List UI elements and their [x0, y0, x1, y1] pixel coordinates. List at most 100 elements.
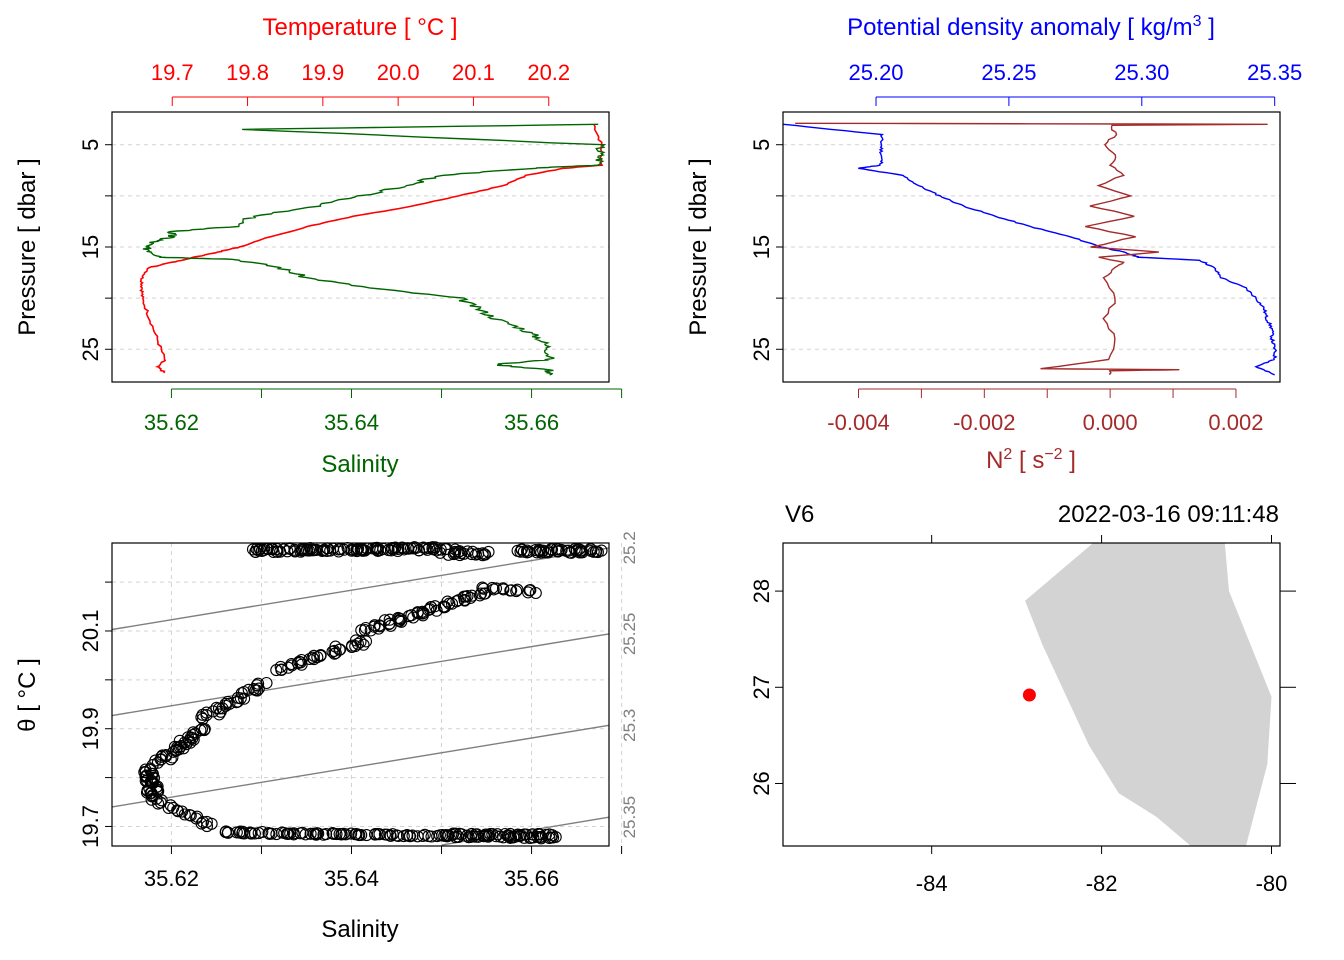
- p3-x-axis-title: Salinity: [321, 916, 398, 943]
- p3-data-point: [384, 829, 397, 842]
- p4-x-tick-label: -80: [1256, 871, 1288, 896]
- p3-isopycnal-label: 25.25: [620, 613, 639, 656]
- p1-top-tick-label: 20.1: [452, 60, 495, 85]
- p3-data-point: [282, 827, 295, 840]
- p2-bottom-tick-label: 0.002: [1208, 410, 1263, 435]
- p3-data-point: [406, 829, 419, 842]
- p3-data-point: [301, 544, 314, 557]
- p3-x-tick-label: 35.66: [504, 866, 559, 891]
- p3-data-point: [330, 828, 343, 841]
- p3-data-point: [430, 604, 443, 617]
- p3-x-tick-label: 35.62: [144, 866, 199, 891]
- p3-data-point: [486, 828, 499, 841]
- p3-data-point: [458, 594, 471, 607]
- p3-data-point: [518, 831, 531, 844]
- p3-data-point: [252, 682, 265, 695]
- p4-frame: [782, 542, 1281, 847]
- p3-y-tick-label: 19.9: [78, 707, 103, 750]
- p2-top-tick-label: 25.35: [1247, 60, 1302, 85]
- p2-top-tick-label: 25.20: [848, 60, 903, 85]
- p3-data-point: [288, 543, 301, 556]
- p2-bottom-tick-label: -0.002: [953, 410, 1015, 435]
- p3-data-point: [546, 829, 559, 842]
- p3-data-point: [244, 826, 257, 839]
- p3-data-point: [351, 637, 364, 650]
- p3-data-point: [236, 827, 249, 840]
- p4-station-marker: [1022, 688, 1036, 702]
- p1-y-tick-label: 15: [78, 235, 103, 259]
- p3-data-point: [164, 753, 177, 766]
- p3-data-point: [304, 827, 317, 840]
- p2-top-tick-label: 25.30: [1114, 60, 1169, 85]
- p3-data-point: [307, 653, 320, 666]
- p2-y-tick-label: 25: [749, 337, 774, 361]
- p3-data-point: [195, 723, 209, 736]
- p3-data-point: [416, 829, 429, 843]
- p1-bottom-tick-label: 35.64: [324, 410, 379, 435]
- p3-data-point: [378, 828, 391, 841]
- p1-top-tick-label: 19.7: [151, 60, 194, 85]
- p2-density-line: [783, 123, 1278, 376]
- p3-data-point: [150, 792, 163, 805]
- p3-data-point: [476, 581, 489, 594]
- p4-y-tick-label: 27: [749, 675, 774, 699]
- p3-data-point: [223, 697, 236, 710]
- p3-data-point: [287, 827, 300, 840]
- p3-data-point: [405, 609, 418, 622]
- p3-data-point: [346, 639, 359, 652]
- p2-grid: [783, 144, 1280, 350]
- p3-data-point: [574, 544, 588, 557]
- p2-lines: [783, 122, 1278, 376]
- p1-salinity-line: [142, 123, 607, 376]
- p3-data-point: [595, 544, 608, 557]
- p3-data-point: [275, 663, 288, 677]
- p4-datetime: 2022-03-16 09:11:48: [1058, 501, 1279, 528]
- p2-n2-line: [795, 122, 1268, 376]
- p3-data-point: [306, 651, 319, 664]
- p3-data-point: [198, 722, 211, 736]
- p4-land-coastline: [1025, 543, 1272, 846]
- p3-data-point: [196, 708, 209, 721]
- p3-grid: [112, 543, 623, 846]
- p3-data-point: [282, 661, 295, 674]
- p3-data-point: [542, 545, 555, 558]
- p3-data-point: [270, 664, 283, 677]
- p3-data-point: [470, 828, 483, 841]
- p4-x-tick-label: -84: [916, 871, 948, 896]
- p3-data-point: [395, 615, 408, 628]
- p3-isopycnal-label: 25.2: [620, 531, 639, 564]
- p4-y-tick-label: 26: [749, 771, 774, 795]
- p3-data-point: [505, 584, 518, 597]
- p3-y-tick-label: 19.7: [78, 805, 103, 848]
- p3-data-point: [320, 828, 333, 841]
- p3-isopycnal-line: [111, 547, 610, 631]
- p3-data-point: [482, 545, 495, 558]
- p2-y-tick-label: 15: [749, 235, 774, 259]
- p3-data-point: [196, 815, 210, 829]
- p1-top-tick-label: 19.8: [226, 60, 269, 85]
- p3-data-point: [200, 820, 214, 833]
- p3-data-point: [411, 607, 424, 620]
- panel-ts-profile: 5 15 25 19.7 19.8 19.9 20.0 20.1 20.2 35.62 35.64 3…: [14, 14, 623, 478]
- p2-y-axis-title: Pressure [ dbar ]: [685, 158, 712, 335]
- p3-isopycnal-label: 25.35: [620, 796, 639, 839]
- p3-data-point: [252, 544, 265, 557]
- p3-data-point: [518, 828, 531, 841]
- p1-y-tick-label: 25: [78, 337, 103, 361]
- p1-bottom-axis-title: Salinity: [321, 451, 398, 478]
- p3-data-point: [369, 827, 382, 841]
- p1-bottom-tick-label: 35.62: [144, 410, 199, 435]
- p3-data-point: [529, 544, 542, 557]
- p3-data-point: [421, 543, 434, 556]
- p1-y-tick-label: 5: [78, 139, 103, 151]
- p3-data-point: [502, 829, 515, 842]
- p2-bottom-tick-label: 0.000: [1083, 410, 1138, 435]
- p3-data-point: [355, 828, 368, 842]
- p3-isopycnal-line: [111, 633, 610, 717]
- p3-y-axis-title: θ [ °C ]: [14, 658, 41, 732]
- p1-bottom-tick-label: 35.66: [504, 410, 559, 435]
- panel-ts-diagram: 25.2 25.25 25.3 25.35 35.62 35.64 35.66 19.7 19.…: [14, 531, 639, 943]
- p3-data-point: [475, 587, 488, 600]
- p3-data-point: [171, 804, 184, 817]
